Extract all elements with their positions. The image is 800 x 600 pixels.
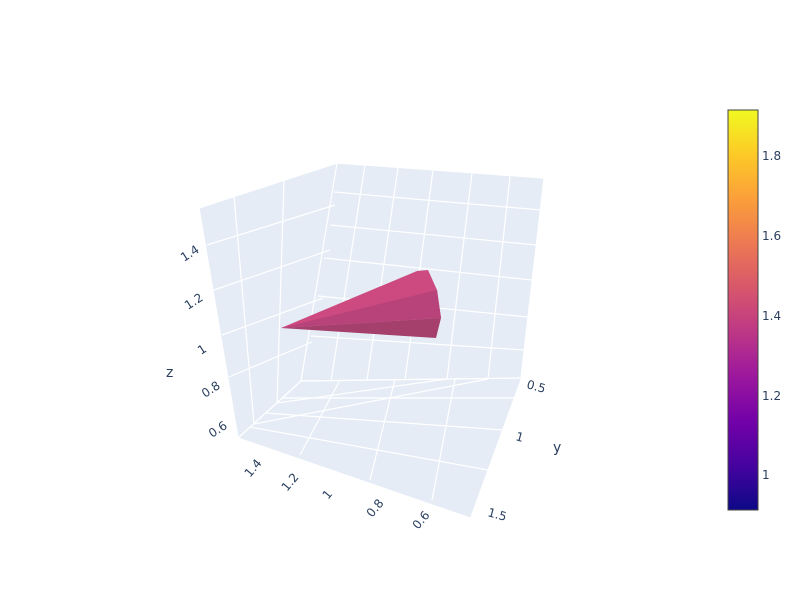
z-tick-label: 0.6 <box>206 418 230 440</box>
z-tick-label: 1 <box>195 342 209 358</box>
y-tick-label: 0.5 <box>525 377 547 395</box>
scene-gridlines <box>198 162 545 519</box>
z-axis-title: z <box>166 365 173 381</box>
colorbar-gradient <box>727 109 759 511</box>
z-tick-label: 1.4 <box>178 242 202 264</box>
surface-cone-face[interactable] <box>281 290 441 328</box>
colorbar-tick-label: 1 <box>762 468 770 482</box>
surface-trace[interactable] <box>281 270 441 338</box>
colorbar: 1 1.2 1.4 1.6 1.8 <box>727 109 781 511</box>
x-tick-label: 0.8 <box>364 496 387 520</box>
colorbar-tick-label: 1.4 <box>762 309 781 323</box>
colorbar-ticks: 1 1.2 1.4 1.6 1.8 <box>762 149 781 482</box>
z-tick-label: 1.2 <box>182 290 206 312</box>
colorbar-tick-label: 1.8 <box>762 149 781 163</box>
x-tick-label: 1.4 <box>242 456 265 480</box>
colorbar-tick-label: 1.6 <box>762 229 781 243</box>
surface-cone-side[interactable] <box>281 318 441 338</box>
y-axis: 0.5 1 1.5 y <box>486 377 561 523</box>
z-tick-label: 0.8 <box>199 378 223 400</box>
y-axis-title: y <box>553 440 561 456</box>
y-tick-label: 1 <box>514 429 525 445</box>
colorbar-tick-label: 1.2 <box>762 389 781 403</box>
x-tick-label: 0.6 <box>410 508 433 532</box>
x-tick-label: 1.2 <box>279 470 302 494</box>
x-tick-label: 1 <box>320 487 336 502</box>
y-tick-label: 1.5 <box>486 505 508 523</box>
